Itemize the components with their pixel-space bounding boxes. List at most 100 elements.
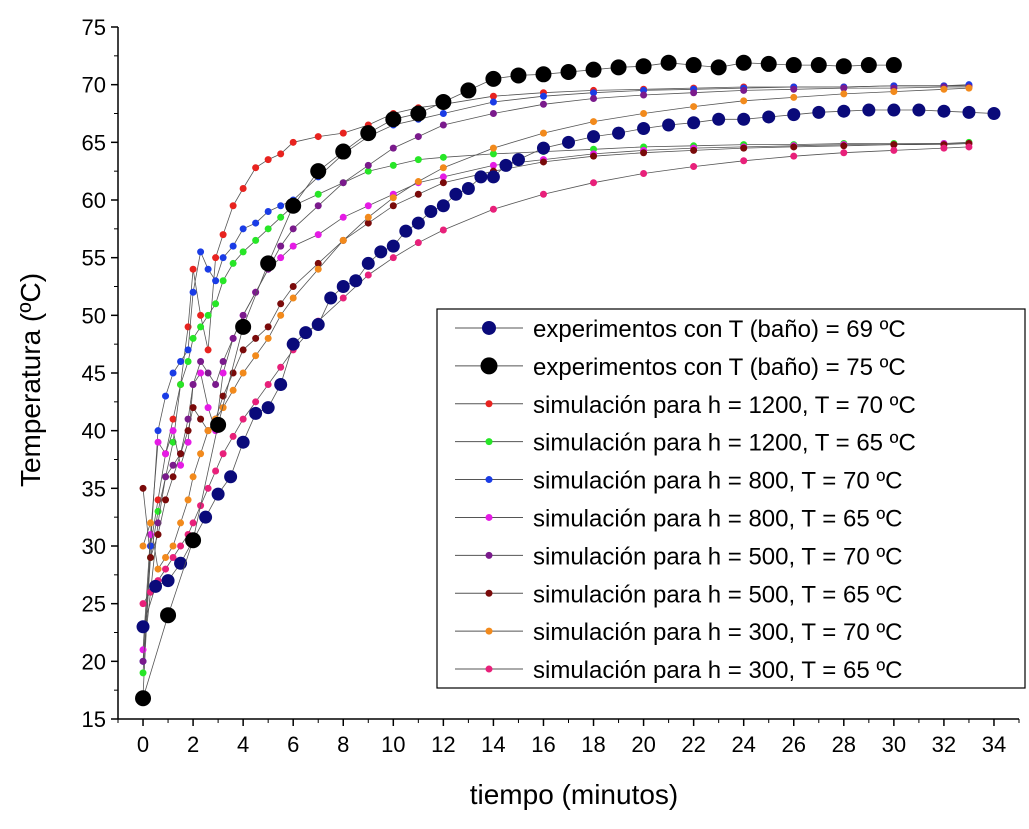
y-tick-label: 60 — [82, 188, 106, 213]
data-point — [219, 369, 227, 377]
data-point — [489, 144, 497, 152]
legend-marker — [485, 438, 493, 446]
data-point — [414, 133, 422, 141]
x-tick-label: 16 — [531, 732, 555, 757]
data-point — [147, 542, 155, 550]
data-point — [439, 226, 447, 234]
data-point — [252, 219, 260, 227]
data-point — [640, 149, 648, 157]
data-point — [735, 54, 752, 71]
data-point — [149, 579, 163, 593]
data-point — [399, 224, 413, 238]
data-point — [210, 416, 227, 433]
data-point — [277, 213, 285, 221]
data-point — [197, 357, 205, 365]
data-point — [712, 112, 726, 126]
data-point — [439, 173, 447, 181]
y-tick-label: 50 — [82, 303, 106, 328]
data-point — [937, 104, 951, 118]
data-point — [264, 225, 272, 233]
data-point — [489, 150, 497, 158]
data-point — [189, 334, 197, 342]
data-point — [364, 161, 372, 169]
data-point — [590, 89, 598, 97]
x-tick-label: 2 — [187, 732, 199, 757]
data-point — [486, 170, 500, 184]
data-point — [197, 415, 205, 423]
legend: experimentos con T (baño) = 69 ºC experim… — [436, 308, 1026, 689]
data-point — [264, 156, 272, 164]
data-point — [439, 179, 447, 187]
data-point — [204, 404, 212, 412]
data-point — [740, 97, 748, 105]
data-point — [277, 202, 285, 210]
data-point — [204, 265, 212, 273]
data-point — [740, 157, 748, 165]
data-point — [239, 369, 247, 377]
data-point — [139, 657, 147, 665]
y-tick-label: 75 — [82, 15, 106, 40]
data-point — [389, 144, 397, 152]
legend-entry-8: simulación para h = 500, T = 65 ºC — [455, 581, 902, 608]
data-point — [277, 311, 285, 319]
data-point — [499, 158, 513, 172]
data-point — [386, 239, 400, 253]
legend-marker — [485, 476, 493, 484]
data-point — [324, 291, 338, 305]
data-point — [154, 438, 162, 446]
data-point — [311, 318, 325, 332]
legend-label: experimentos con T (baño) = 75 ºC — [533, 354, 906, 381]
data-point — [640, 91, 648, 99]
data-point — [204, 484, 212, 492]
data-point — [169, 369, 177, 377]
legend-entry-2: experimentos con T (baño) = 75 ºC — [455, 354, 906, 381]
data-point — [169, 473, 177, 481]
data-point — [264, 334, 272, 342]
data-point — [219, 404, 227, 412]
data-point — [339, 129, 347, 137]
data-point — [389, 161, 397, 169]
x-tick-label: 30 — [882, 732, 906, 757]
data-point — [135, 690, 152, 707]
data-point — [890, 88, 898, 96]
legend-label: simulación para h = 500, T = 70 ºC — [533, 543, 902, 570]
data-point — [289, 138, 297, 146]
data-point — [189, 404, 197, 412]
legend-label: simulación para h = 800, T = 65 ºC — [533, 505, 902, 532]
data-point — [239, 415, 247, 423]
data-point — [940, 144, 948, 152]
data-point — [286, 337, 300, 351]
data-point — [154, 530, 162, 538]
data-point — [189, 381, 197, 389]
data-point — [174, 556, 188, 570]
data-point — [219, 357, 227, 365]
legend-marker — [485, 400, 493, 408]
data-point — [662, 118, 676, 132]
data-point — [690, 146, 698, 154]
data-point — [339, 213, 347, 221]
data-point — [264, 323, 272, 331]
data-point — [562, 135, 575, 149]
data-point — [587, 130, 601, 144]
legend-marker — [480, 357, 498, 375]
data-point — [790, 143, 798, 151]
data-point — [239, 346, 247, 354]
data-point — [690, 163, 698, 171]
data-point — [229, 242, 237, 250]
data-point — [314, 259, 322, 267]
data-point — [687, 116, 701, 130]
x-tick-label: 14 — [481, 732, 505, 757]
data-point — [740, 86, 748, 94]
data-point — [229, 334, 237, 342]
data-point — [840, 90, 848, 98]
data-point — [139, 542, 147, 550]
data-point — [197, 323, 205, 331]
data-point — [610, 59, 627, 76]
x-tick-label: 10 — [381, 732, 405, 757]
data-point — [489, 98, 497, 106]
data-point — [339, 236, 347, 244]
data-point — [424, 205, 438, 219]
data-point — [169, 427, 177, 435]
data-point — [690, 89, 698, 97]
